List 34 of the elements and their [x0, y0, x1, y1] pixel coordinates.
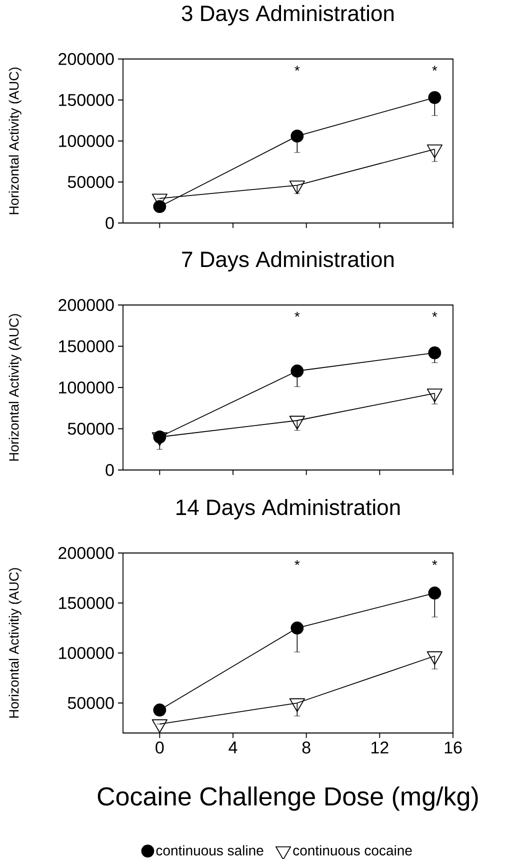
x-tick-label: 0: [156, 742, 164, 754]
y-tick-label: 200000: [58, 298, 114, 312]
y-tick-label: 50000: [68, 176, 114, 188]
annotation: *: [432, 66, 438, 71]
annotation: *: [294, 66, 300, 71]
y-tick-label: 0: [106, 216, 114, 230]
y-tick-label: 100000: [59, 381, 114, 394]
annotation: *: [432, 312, 438, 317]
y-tick-label: 200000: [58, 546, 114, 560]
legend-label: continuous cocaine: [293, 845, 412, 856]
annotation: *: [294, 312, 300, 317]
legend-label: continuous saline: [156, 845, 264, 856]
x-axis-title: Cocaine Challenge Dose (mg/kg): [98, 786, 478, 811]
y-tick-label: 50000: [68, 696, 114, 710]
y-tick-label: 0: [106, 464, 114, 476]
y-axis-title: Horizontal Activitiy (AUC): [8, 568, 22, 718]
y-tick-label: 50000: [68, 422, 114, 435]
y-tick-label: 200000: [58, 52, 114, 66]
y-tick-label: 150000: [59, 596, 114, 610]
x-tick-label: 4: [228, 742, 238, 754]
y-tick-label: 100000: [59, 134, 114, 148]
chart-title: 3 Days Administration: [182, 5, 394, 26]
y-tick-label: 100000: [59, 646, 114, 660]
x-tick-label: 12: [372, 742, 388, 754]
annotation: *: [432, 560, 438, 566]
y-tick-label: 150000: [59, 340, 114, 352]
x-tick-label: 16: [444, 742, 462, 754]
y-axis-title: Horizontal Activity (AUC): [8, 68, 22, 214]
annotation: *: [294, 560, 300, 566]
y-tick-label: 150000: [59, 94, 114, 106]
x-tick-label: 8: [302, 742, 310, 754]
y-axis-title: Horizontal Activity (AUC): [8, 314, 22, 461]
chart-title: 14 Days Administration: [176, 499, 400, 520]
chart-title: 7 Days Administration: [182, 251, 394, 272]
